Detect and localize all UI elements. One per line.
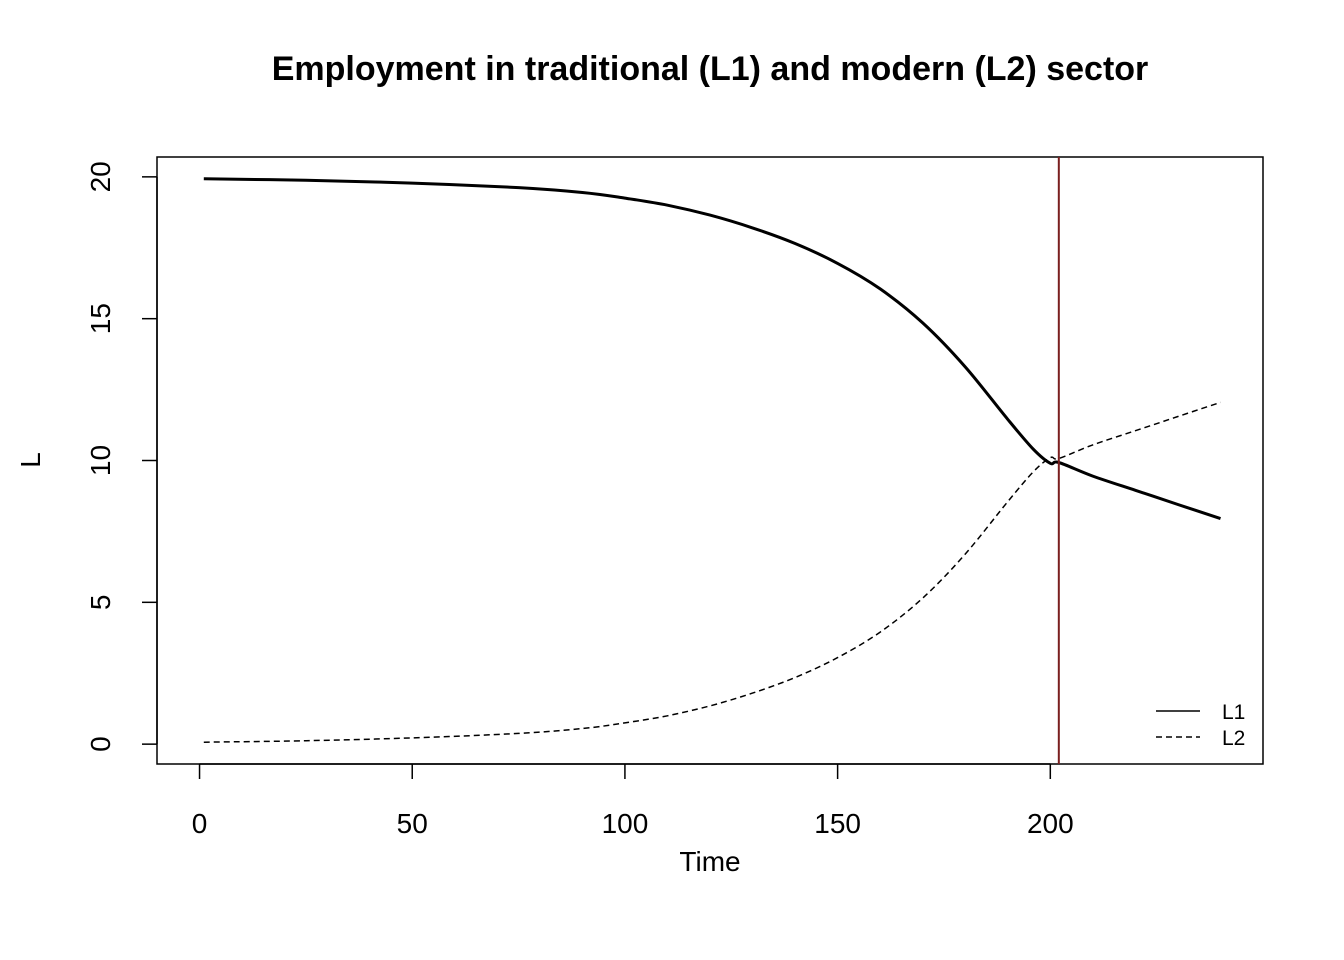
- y-axis-label: L: [15, 452, 46, 468]
- y-tick-label: 15: [85, 303, 116, 334]
- legend-label-l1: L1: [1222, 701, 1245, 724]
- y-tick-label: 10: [85, 445, 116, 476]
- legend-label-l2: L2: [1222, 727, 1245, 750]
- chart-title: Employment in traditional (L1) and moder…: [272, 50, 1149, 88]
- y-tick-label: 0: [85, 736, 116, 752]
- x-tick-label: 200: [1027, 808, 1074, 839]
- series-line-l2: [203, 401, 1221, 743]
- x-tick-label: 100: [602, 808, 649, 839]
- series-layer: [203, 177, 1221, 743]
- x-tick-label: 0: [192, 808, 208, 839]
- plot-frame: [156, 156, 1264, 765]
- x-axis-label: Time: [679, 846, 740, 877]
- y-tick-label: 20: [85, 161, 116, 192]
- y-tick-label: 5: [85, 595, 116, 611]
- x-tick-label: 50: [397, 808, 428, 839]
- y-axis: 0 5 10 15 20: [85, 161, 158, 752]
- x-tick-label: 150: [814, 808, 861, 839]
- series-line-l1: [203, 177, 1221, 521]
- x-axis: 0 50 100 150 200: [192, 763, 1074, 839]
